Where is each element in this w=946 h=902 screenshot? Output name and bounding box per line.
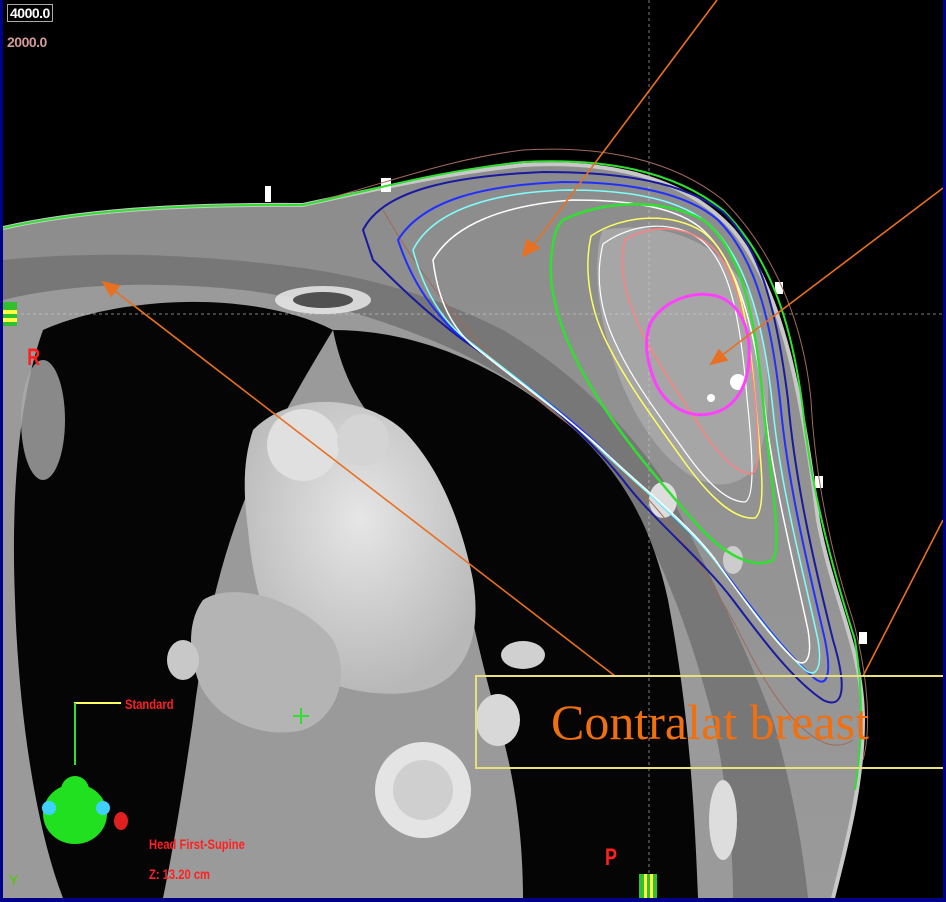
isodose-green-outer (3, 160, 862, 791)
axis-label-y: Y (9, 872, 19, 888)
annotation-arrows (101, 0, 943, 677)
patient-figure-head (61, 776, 89, 804)
aorta (267, 409, 339, 481)
ct-viewport[interactable]: 4000.0 2000.0 R P Standard Head First-Su… (3, 0, 943, 898)
pulmonary-artery (337, 414, 389, 466)
rib-left-3 (709, 780, 737, 860)
ptv-contour (645, 292, 751, 417)
skin-marker-3 (775, 282, 783, 294)
isodose-green-inner (549, 203, 778, 565)
isocenter-marker (293, 708, 309, 724)
rib-right (21, 360, 65, 480)
isodose-yellow (587, 217, 763, 519)
annotation-callout-text: Contralat breast (551, 694, 869, 750)
breast-gland (597, 227, 768, 485)
posterior-marker (639, 874, 657, 898)
slice-z-position: Z: 13.20 cm (149, 866, 211, 882)
mediastinum-lower (191, 592, 342, 733)
isodose-white-outer (432, 199, 811, 664)
orientation-right-label: R (27, 344, 41, 371)
skin-marker-4 (815, 476, 823, 488)
rib-left-1 (649, 482, 677, 518)
isodose-cyan (412, 189, 821, 674)
dose-level-top: 4000.0 (7, 4, 53, 22)
descending-aorta (476, 694, 520, 746)
skin-marker-1 (265, 186, 271, 202)
dose-level-second: 2000.0 (7, 34, 47, 50)
isodose-white-inner (598, 225, 753, 503)
view-mode-label: Standard (125, 696, 174, 712)
orientation-posterior-label: P (605, 844, 618, 871)
isodose-outer-brown (302, 148, 869, 761)
ct-axial-slice (3, 0, 943, 898)
patient-position-label: Head First-Supine (149, 836, 245, 852)
isodose-pink (621, 228, 759, 475)
orientation-widget (42, 702, 128, 844)
patient-figure-body (43, 784, 107, 844)
skin-marker-5 (859, 632, 867, 644)
annotation-callout-box: Contralat breast (475, 675, 943, 769)
